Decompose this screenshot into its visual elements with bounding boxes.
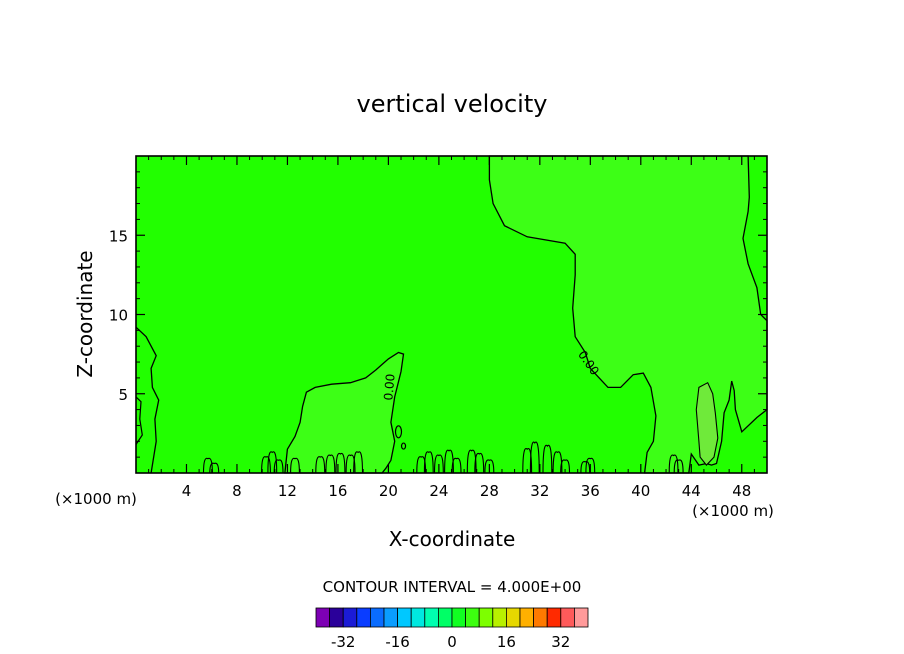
x-axis: 4 8 12 16 20 24 28 32 36 40 44 48 bbox=[148, 156, 755, 500]
contour-surface-wiggle bbox=[580, 461, 591, 474]
contour-surface-wiggle bbox=[474, 452, 485, 474]
x-tick-label: 44 bbox=[682, 482, 701, 500]
colorbar-swatch bbox=[533, 607, 548, 628]
colorbar-swatch bbox=[560, 607, 575, 628]
contour-surface-wiggle bbox=[423, 451, 434, 474]
contour-surface-wiggle bbox=[261, 456, 271, 474]
contour-surface-wiggle bbox=[585, 457, 596, 474]
colorbar-tick-label: -32 bbox=[331, 633, 356, 651]
x-tick-label: 36 bbox=[581, 482, 600, 500]
contour-surface-wiggle bbox=[290, 457, 300, 474]
x-axis-label: X-coordinate bbox=[389, 527, 516, 551]
x-tick-label: 4 bbox=[182, 482, 192, 500]
colorbar-swatch bbox=[410, 607, 426, 628]
x-tick-label: 20 bbox=[379, 482, 398, 500]
colorbar-swatch bbox=[465, 607, 480, 628]
contour-surface-wiggle bbox=[668, 454, 679, 474]
contour-surface-wiggle bbox=[673, 459, 684, 474]
region-lower-mid bbox=[284, 351, 405, 474]
x-unit-left: (×1000 m) bbox=[55, 490, 137, 508]
y-axis: 5 10 15 bbox=[109, 171, 767, 458]
colorbar-swatch bbox=[546, 607, 562, 628]
shaded-regions bbox=[284, 155, 768, 474]
colorbar-swatch bbox=[397, 607, 412, 628]
colorbar-tick-label: 32 bbox=[551, 633, 570, 651]
y-tick-label: 15 bbox=[109, 227, 128, 245]
x-unit-right: (×1000 m) bbox=[692, 502, 774, 520]
contour-surface-wiggle bbox=[529, 441, 540, 474]
x-tick-label: 48 bbox=[732, 482, 751, 500]
colorbar-swatch bbox=[451, 607, 467, 628]
contour-surface-wiggle bbox=[325, 454, 336, 474]
x-tick-label: 16 bbox=[328, 482, 347, 500]
x-tick-label: 24 bbox=[429, 482, 448, 500]
contour-surface-wiggle bbox=[522, 447, 533, 474]
contour-left-inner bbox=[135, 396, 143, 445]
region-updraft-44km bbox=[695, 381, 719, 466]
y-tick-label: 5 bbox=[118, 386, 128, 404]
colorbar-swatch bbox=[383, 607, 399, 628]
contour-surface-wiggle bbox=[433, 454, 444, 474]
colorbar-tick-label: 16 bbox=[497, 633, 516, 651]
contour-surface-wiggle bbox=[451, 457, 462, 474]
x-tick-label: 28 bbox=[480, 482, 499, 500]
colorbar-swatch bbox=[329, 607, 344, 628]
contour-surface-wiggle bbox=[542, 444, 553, 474]
colorbar-swatch bbox=[356, 607, 371, 628]
contour-surface-wiggle bbox=[202, 457, 213, 474]
colorbar-tick-label: 0 bbox=[447, 633, 457, 651]
contour-surface-wiggle bbox=[209, 462, 220, 474]
colorbar-swatch bbox=[369, 607, 385, 628]
contour-surface-wiggle bbox=[335, 452, 346, 474]
contour-surface-wiggle bbox=[416, 456, 427, 474]
colorbar: -32 -16 0 16 32 bbox=[315, 607, 589, 651]
x-tick-label: 8 bbox=[232, 482, 242, 500]
colorbar-swatch bbox=[342, 607, 358, 628]
colorbar-swatch bbox=[574, 607, 589, 628]
colorbar-swatch bbox=[437, 607, 453, 628]
contour-interval-label: CONTOUR INTERVAL = 4.000E+00 bbox=[323, 578, 582, 596]
contour-surface-wiggle bbox=[552, 451, 563, 474]
region-upper-right bbox=[488, 155, 768, 474]
contour-surface-wiggle bbox=[353, 451, 364, 474]
contour-surface-wiggle bbox=[560, 459, 571, 474]
contour-closed-cell bbox=[400, 442, 407, 450]
contour-lines bbox=[135, 326, 684, 474]
colorbar-swatch bbox=[315, 607, 331, 628]
contour-surface-wiggle bbox=[273, 459, 284, 474]
contour-left-edge bbox=[135, 326, 160, 474]
colorbar-swatch bbox=[478, 607, 494, 628]
y-tick-label: 10 bbox=[109, 307, 128, 325]
colorbar-swatch bbox=[505, 607, 521, 628]
colorbar-swatch bbox=[492, 607, 507, 628]
colorbar-swatch bbox=[519, 607, 535, 628]
y-axis-label: Z-coordinate bbox=[73, 250, 97, 377]
chart-title: vertical velocity bbox=[357, 90, 548, 118]
x-tick-label: 32 bbox=[530, 482, 549, 500]
contour-surface-wiggle bbox=[345, 454, 356, 474]
x-tick-label: 40 bbox=[631, 482, 650, 500]
contour-surface-wiggle bbox=[315, 456, 326, 474]
contour-value-label: 0.00 bbox=[381, 373, 397, 401]
contour-surface-wiggle bbox=[484, 459, 495, 474]
colorbar-tick-label: -16 bbox=[385, 633, 410, 651]
x-tick-label: 12 bbox=[278, 482, 297, 500]
colorbar-swatch bbox=[424, 607, 439, 628]
contour-closed-cell bbox=[394, 425, 403, 439]
